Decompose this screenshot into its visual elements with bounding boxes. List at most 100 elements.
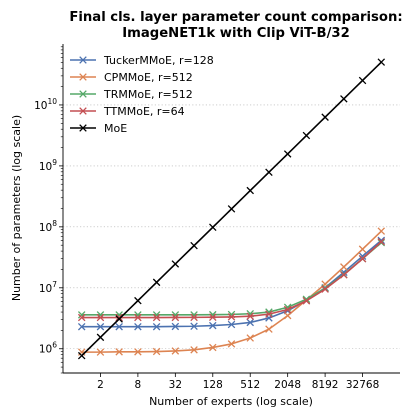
- data-point: [77, 322, 86, 331]
- legend-swatch-marker: [79, 124, 87, 132]
- legend-item: CPMMoE, r=512: [70, 71, 193, 84]
- x-ticks: 2 8 32 128 512 2048 8192 32768: [97, 373, 379, 391]
- legend-label: TRMMoE, r=512: [103, 88, 193, 101]
- legend-swatch-marker: [79, 90, 87, 98]
- data-point: [246, 334, 254, 342]
- data-point: [134, 348, 142, 356]
- legend-label: TTMMoE, r=64: [103, 105, 185, 118]
- data-point: [134, 296, 142, 305]
- x-tick-label: 32768: [346, 379, 379, 391]
- x-tick-label: 32: [169, 379, 182, 391]
- data-point: [190, 313, 198, 322]
- x-tick-label: 512: [240, 379, 260, 391]
- data-point: [190, 322, 198, 331]
- data-point: [227, 340, 236, 348]
- y-tick-label: 108: [39, 219, 57, 234]
- y-tick-exponent: 8: [52, 219, 57, 228]
- data-point: [246, 318, 254, 327]
- x-tick-label: 128: [203, 379, 223, 391]
- data-point: [340, 95, 348, 103]
- y-tick-label: 109: [39, 158, 57, 173]
- data-point: [171, 260, 180, 268]
- series-layer: [77, 58, 386, 360]
- data-point: [115, 322, 123, 331]
- data-point: [209, 343, 217, 352]
- y-tick-exponent: 6: [52, 341, 57, 350]
- data-point: [96, 322, 105, 331]
- data-point: [340, 263, 348, 271]
- data-point: [152, 322, 161, 331]
- data-point: [227, 320, 236, 329]
- data-point: [265, 168, 273, 176]
- data-point: [283, 305, 292, 314]
- y-tick-base: 10: [39, 283, 52, 295]
- x-tick-label: 8192: [312, 379, 339, 391]
- data-point: [377, 227, 386, 235]
- chart-title-line-1: Final cls. layer parameter count compari…: [69, 10, 402, 25]
- legend-label: TuckerMMoE, r=128: [103, 54, 214, 67]
- data-point: [96, 348, 105, 356]
- data-point: [96, 313, 105, 322]
- legend-swatch-marker: [79, 107, 87, 115]
- data-point: [115, 315, 123, 323]
- data-point: [358, 245, 367, 253]
- data-point: [115, 348, 123, 356]
- y-tick-base: 10: [34, 100, 47, 112]
- data-point: [209, 223, 217, 232]
- y-tick-exponent: 7: [52, 280, 57, 289]
- data-point: [377, 58, 386, 66]
- series-line: [81, 241, 382, 319]
- data-point: [321, 285, 329, 293]
- x-axis-label: Number of experts (log scale): [149, 395, 313, 408]
- data-point: [227, 205, 236, 213]
- data-point: [358, 254, 367, 263]
- data-point: [115, 313, 123, 322]
- series-3: [77, 237, 386, 322]
- legend-item: TRMMoE, r=512: [70, 88, 193, 101]
- data-point: [265, 310, 273, 318]
- legend-label: MoE: [104, 122, 127, 135]
- y-tick-label: 1010: [34, 97, 57, 112]
- data-point: [190, 346, 198, 354]
- legend-item: MoE: [70, 122, 127, 135]
- data-point: [77, 313, 86, 322]
- x-tick-label: 2048: [274, 379, 301, 391]
- data-point: [171, 313, 180, 322]
- y-tick-label: 107: [39, 280, 57, 295]
- data-point: [134, 313, 142, 322]
- data-point: [96, 333, 105, 342]
- data-point: [171, 322, 180, 331]
- data-point: [190, 241, 198, 250]
- data-point: [340, 271, 348, 279]
- y-tick-exponent: 9: [52, 158, 57, 167]
- data-point: [209, 313, 217, 321]
- y-tick-exponent: 10: [47, 97, 57, 106]
- series-1: [77, 227, 386, 356]
- data-point: [227, 313, 236, 321]
- legend-label: CPMMoE, r=512: [104, 71, 193, 84]
- legend-item: TTMMoE, r=64: [70, 105, 185, 118]
- chart-title-line-2: ImageNET1k with Clip ViT-B/32: [122, 26, 350, 41]
- data-point: [321, 113, 329, 121]
- y-tick-base: 10: [39, 222, 52, 234]
- data-point: [358, 76, 367, 85]
- data-point: [171, 347, 180, 355]
- y-axis-label: Number of parameters (log scale): [10, 115, 23, 301]
- data-point: [152, 313, 161, 322]
- data-point: [377, 237, 386, 246]
- legend: TuckerMMoE, r=128 CPMMoE, r=512 TRMMoE, r=…: [70, 54, 214, 135]
- series-line: [81, 230, 382, 353]
- data-point: [77, 351, 86, 360]
- data-point: [283, 311, 292, 320]
- data-point: [302, 131, 311, 140]
- y-tick-label: 106: [39, 341, 57, 356]
- data-point: [246, 312, 254, 320]
- data-point: [377, 236, 386, 245]
- data-point: [152, 278, 161, 287]
- data-point: [358, 252, 367, 260]
- x-tick-label: 8: [135, 379, 142, 391]
- data-point: [209, 321, 217, 330]
- y-tick-base: 10: [39, 161, 52, 173]
- legend-swatch-marker: [79, 56, 87, 64]
